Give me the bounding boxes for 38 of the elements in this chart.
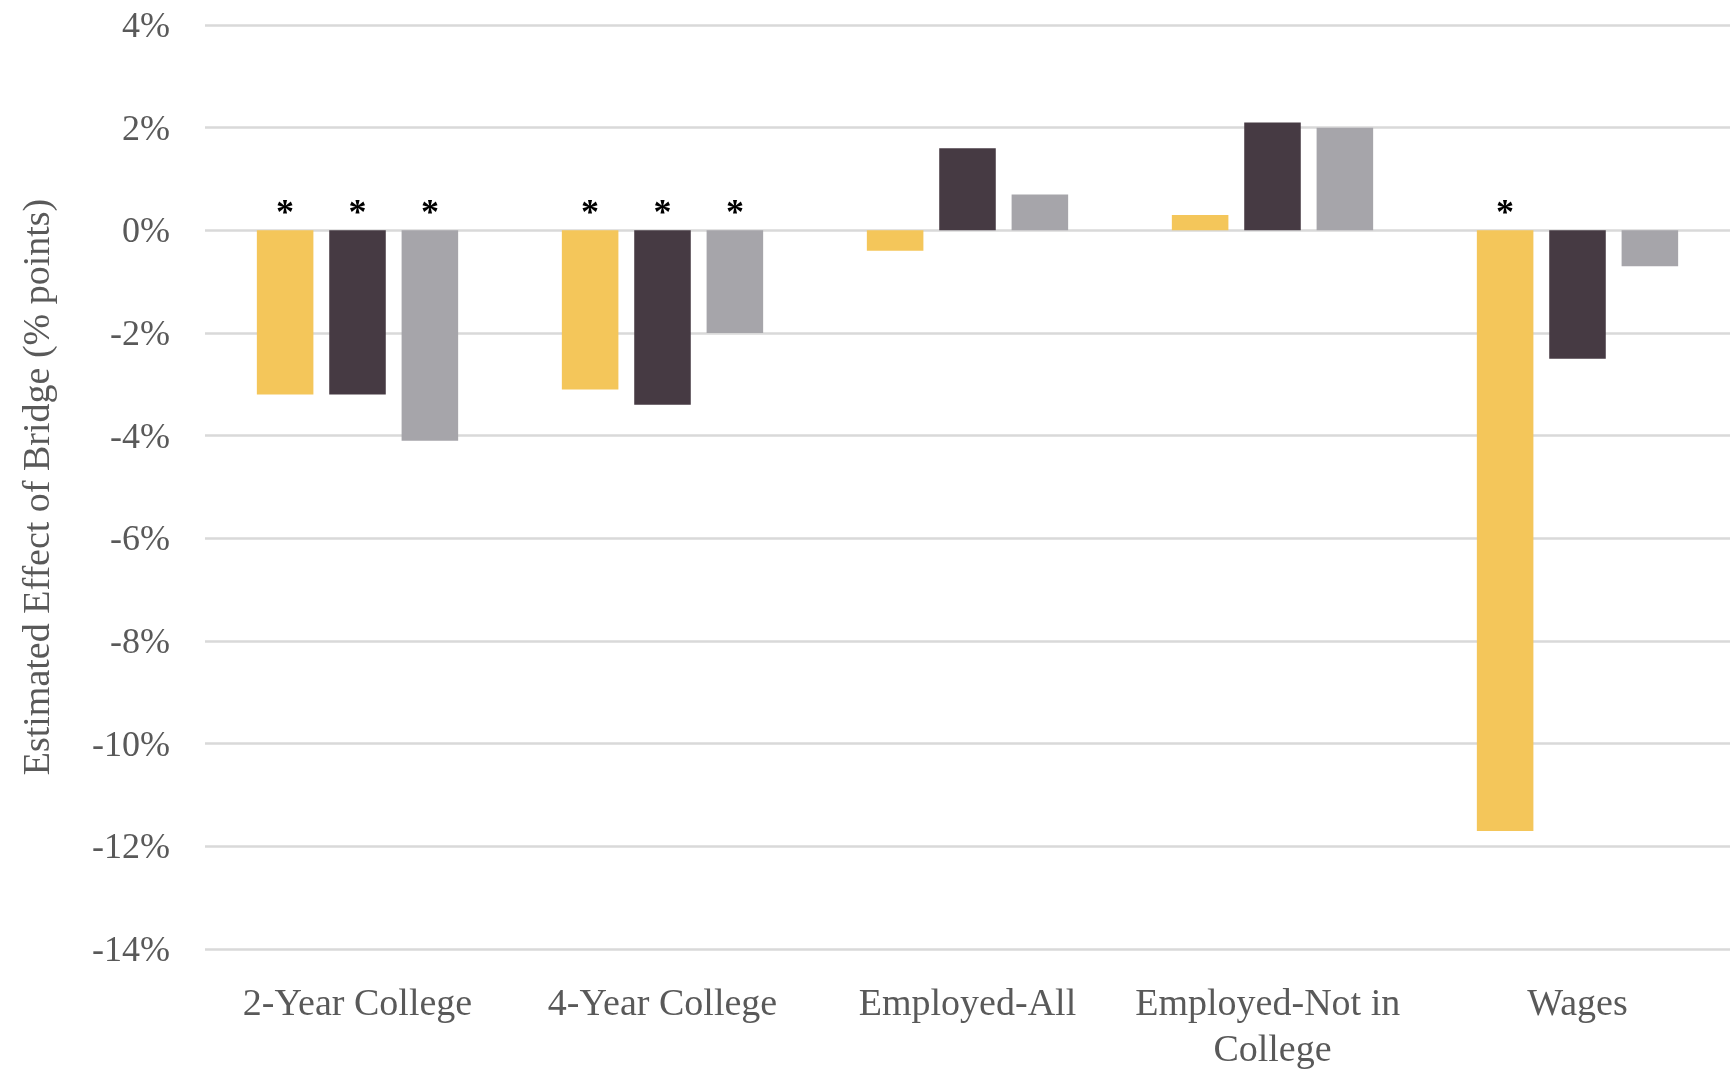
bar xyxy=(634,230,691,405)
y-axis-title: Estimated Effect of Bridge (% points) xyxy=(15,198,58,776)
bar xyxy=(1549,230,1606,359)
bar xyxy=(561,230,619,390)
y-tick-label: -2% xyxy=(110,313,170,353)
y-tick-label: -10% xyxy=(92,723,170,764)
bar xyxy=(866,230,924,251)
bar xyxy=(939,148,996,231)
data-label: * xyxy=(581,192,600,233)
y-tick-label: 4% xyxy=(122,5,170,45)
bar xyxy=(256,230,314,395)
x-tick-label: Employed-All xyxy=(858,981,1077,1023)
bar xyxy=(1621,230,1679,267)
data-label: * xyxy=(1496,192,1515,233)
data-label: * xyxy=(348,192,367,233)
y-tick-label: 2% xyxy=(122,107,170,148)
y-tick-label: 0% xyxy=(122,210,170,251)
x-tick-label: 2-Year College xyxy=(242,981,473,1023)
x-tick-label: Employed-Not in College xyxy=(1135,981,1410,1069)
y-tick-label: -8% xyxy=(110,621,170,661)
x-tick-label: Wages xyxy=(1527,981,1628,1023)
y-tick-label: -12% xyxy=(92,826,170,867)
y-tick-label: -6% xyxy=(110,518,170,559)
bar xyxy=(401,230,459,441)
data-label: * xyxy=(420,192,439,233)
y-tick-label: -14% xyxy=(92,929,170,969)
bar xyxy=(1244,122,1301,231)
bar xyxy=(1171,214,1229,231)
y-tick-label: -4% xyxy=(110,415,170,456)
x-tick-label: 4-Year College xyxy=(547,981,778,1023)
bar xyxy=(329,230,386,395)
bar xyxy=(706,230,764,333)
bar xyxy=(1011,194,1069,231)
data-label: * xyxy=(653,192,672,233)
data-label: * xyxy=(276,192,295,233)
bar xyxy=(1476,230,1534,831)
bar xyxy=(1316,127,1374,231)
data-label: * xyxy=(725,192,744,233)
